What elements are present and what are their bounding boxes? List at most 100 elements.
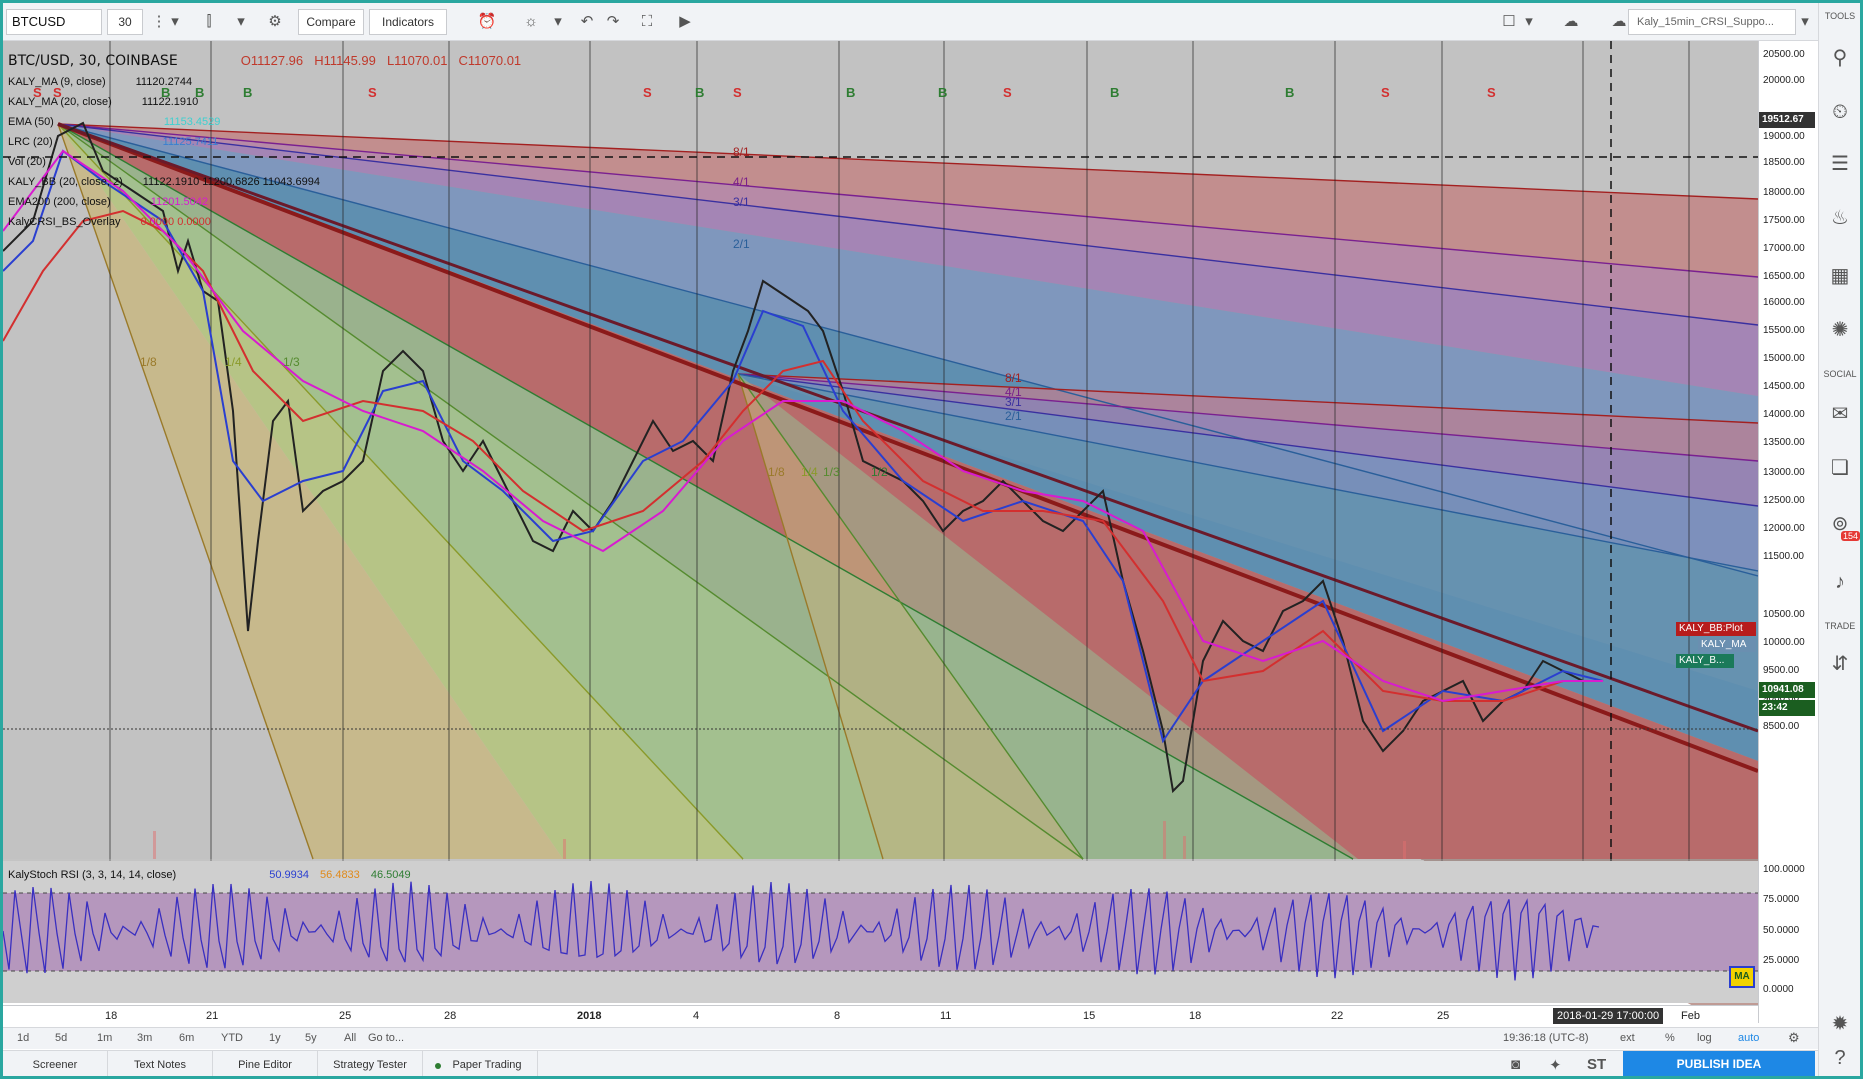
- crosshair-time-tag: 2018-01-29 17:00:00: [1553, 1008, 1664, 1024]
- time-tick: 4: [693, 1010, 700, 1022]
- sell-signal: S: [1003, 85, 1012, 100]
- indicator-row[interactable]: KALY_MA (20, close) 11122.1910: [8, 92, 521, 112]
- sell-signal: S: [643, 85, 652, 100]
- settings-icon[interactable]: ✹: [1831, 1013, 1849, 1035]
- list-icon[interactable]: ☰: [1831, 153, 1849, 175]
- buy-signal: B: [846, 85, 856, 100]
- range-button[interactable]: YTD: [221, 1032, 243, 1044]
- price-tick: 11500.00: [1763, 551, 1804, 562]
- help-icon[interactable]: ?: [1834, 1047, 1846, 1069]
- time-tick: 28: [444, 1010, 457, 1022]
- alert-icon[interactable]: ⏰: [477, 13, 497, 30]
- undo-icon[interactable]: ↶: [580, 13, 594, 30]
- camera-icon[interactable]: ◙: [1511, 1056, 1521, 1073]
- indicator-row[interactable]: EMA200 (200, close) 11201.5042: [8, 192, 521, 212]
- indicator-row[interactable]: KalyCRSI_BS_Overlay 0.0000 0.0000: [8, 212, 521, 232]
- lower-band-tag: KALY_B...: [1676, 654, 1734, 668]
- price-tick: 15000.00: [1763, 353, 1805, 364]
- interval-select[interactable]: 30: [107, 9, 143, 35]
- chevron-down-icon[interactable]: ▾: [237, 13, 245, 30]
- tab-paper-trading[interactable]: Paper Trading: [423, 1051, 538, 1076]
- fan-label: 1/3: [283, 355, 300, 369]
- ideas-icon[interactable]: ❏: [1831, 457, 1849, 479]
- publish-idea-button[interactable]: PUBLISH IDEA: [1623, 1051, 1815, 1076]
- stocktwits-icon[interactable]: ST: [1587, 1056, 1607, 1073]
- indicator-row[interactable]: Vol (20): [8, 152, 521, 172]
- bulb-icon[interactable]: ☼: [524, 13, 538, 30]
- log-toggle[interactable]: log: [1697, 1032, 1712, 1044]
- fire-icon[interactable]: ♨: [1831, 207, 1849, 229]
- tab-strategy-tester[interactable]: Strategy Tester: [318, 1051, 423, 1076]
- twitter-icon[interactable]: ✦: [1549, 1057, 1562, 1074]
- alarm-icon[interactable]: ⏲: [1832, 101, 1848, 123]
- indicator-row[interactable]: EMA (50) 11153.4529: [8, 112, 521, 132]
- range-button[interactable]: 5d: [55, 1032, 68, 1044]
- tab-paper-trading-label: Paper Trading: [452, 1059, 522, 1071]
- chevron-down-icon[interactable]: ▾: [1801, 13, 1809, 30]
- symbol-input[interactable]: BTCUSD: [6, 9, 102, 35]
- time-tick: 11: [940, 1010, 952, 1022]
- bell-icon[interactable]: ♪: [1835, 571, 1845, 593]
- trade-icon[interactable]: ⇵: [1831, 653, 1849, 675]
- chart-area[interactable]: BTC/USD, 30, COINBASE O11127.96 H11145.9…: [3, 41, 1758, 1023]
- fan-label: 1/2: [871, 465, 888, 479]
- status-dot-icon: [435, 1063, 441, 1069]
- search-icon[interactable]: ⚲: [1832, 47, 1848, 69]
- percent-toggle[interactable]: %: [1665, 1032, 1675, 1044]
- indicator-value: 11122.1910 11200.6826 11043.6994: [142, 176, 320, 188]
- small-fan-ray-8-1: [737, 373, 1758, 424]
- square-icon[interactable]: ☐: [1502, 13, 1516, 30]
- auto-toggle[interactable]: auto: [1738, 1032, 1760, 1044]
- chart-canvas[interactable]: [3, 41, 1758, 1023]
- indicator-row[interactable]: LRC (20) 11125.7411: [8, 132, 521, 152]
- fan-ray-1-2: [57, 123, 1354, 860]
- chevron-down-icon[interactable]: ▾: [171, 13, 179, 30]
- play-icon[interactable]: ▶: [679, 13, 691, 30]
- chevron-down-icon[interactable]: ▾: [554, 13, 562, 30]
- range-button[interactable]: 6m: [179, 1032, 195, 1044]
- redo-icon[interactable]: ↷: [606, 13, 620, 30]
- range-button[interactable]: 1m: [97, 1032, 113, 1044]
- indicator-row[interactable]: KALY_MA (9, close) 11120.2744: [8, 72, 521, 92]
- price-axis[interactable]: 20500.00 20000.00 19000.00 18500.00 18000.00…: [1758, 41, 1815, 1023]
- tab-pine-editor[interactable]: Pine Editor: [213, 1051, 318, 1076]
- price-tick: 10000.00: [1763, 637, 1805, 648]
- cloud-upload-icon[interactable]: ☁: [1611, 13, 1627, 30]
- time-tick: 25: [339, 1010, 352, 1022]
- compare-button[interactable]: Compare: [298, 9, 364, 35]
- streams-icon[interactable]: ⊚: [1831, 513, 1849, 535]
- time-axis[interactable]: 18 21 25 28 2018 4 8 11 15 18 22 25 Feb 2018-01-29 1…: [3, 1005, 1758, 1027]
- time-tick: Feb: [1681, 1010, 1700, 1022]
- time-tick: 25: [1437, 1010, 1450, 1022]
- ma-badge[interactable]: MA: [1729, 966, 1755, 988]
- price-tick: 9500.00: [1763, 665, 1800, 676]
- range-button[interactable]: 1y: [269, 1032, 281, 1044]
- gear-icon[interactable]: ⚙: [268, 13, 282, 30]
- indicator-value: 11120.2744: [135, 76, 193, 88]
- ext-toggle[interactable]: ext: [1620, 1032, 1635, 1044]
- small-fan-ray-2-1: [737, 373, 1758, 572]
- indicator-row[interactable]: KALY_BB (20, close, 2) 11122.1910 11200.6…: [8, 172, 521, 192]
- range-button[interactable]: All: [344, 1032, 357, 1044]
- sell-signal: S: [1487, 85, 1496, 100]
- calendar-icon[interactable]: ▦: [1830, 265, 1850, 287]
- rsi-value-d: 56.4833: [320, 869, 360, 881]
- layout-select[interactable]: Kaly_15min_CRSI_Suppo...: [1628, 9, 1796, 35]
- indicator-name: Vol (20): [8, 156, 46, 168]
- rsi-legend[interactable]: KalyStoch RSI (3, 3, 14, 14, close) 50.9…: [8, 869, 411, 881]
- more-intervals-icon[interactable]: ⋮: [151, 13, 167, 30]
- range-button[interactable]: 5y: [305, 1032, 317, 1044]
- tab-text-notes[interactable]: Text Notes: [108, 1051, 213, 1076]
- bar-style-icon[interactable]: ⫿: [206, 13, 212, 30]
- chat-icon[interactable]: ✉: [1831, 403, 1849, 425]
- range-button[interactable]: 3m: [137, 1032, 153, 1044]
- range-button[interactable]: 1d: [17, 1032, 30, 1044]
- tab-screener[interactable]: Screener: [3, 1051, 108, 1076]
- cloud-icon[interactable]: ☁: [1563, 13, 1579, 30]
- gear-icon[interactable]: ⚙: [1788, 1030, 1800, 1045]
- fullscreen-icon[interactable]: ⛶: [641, 13, 653, 30]
- chevron-down-icon[interactable]: ▾: [1525, 13, 1533, 30]
- goto-button[interactable]: Go to...: [368, 1032, 405, 1044]
- bulb-icon[interactable]: ✺: [1831, 319, 1849, 341]
- indicators-button[interactable]: Indicators: [369, 9, 447, 35]
